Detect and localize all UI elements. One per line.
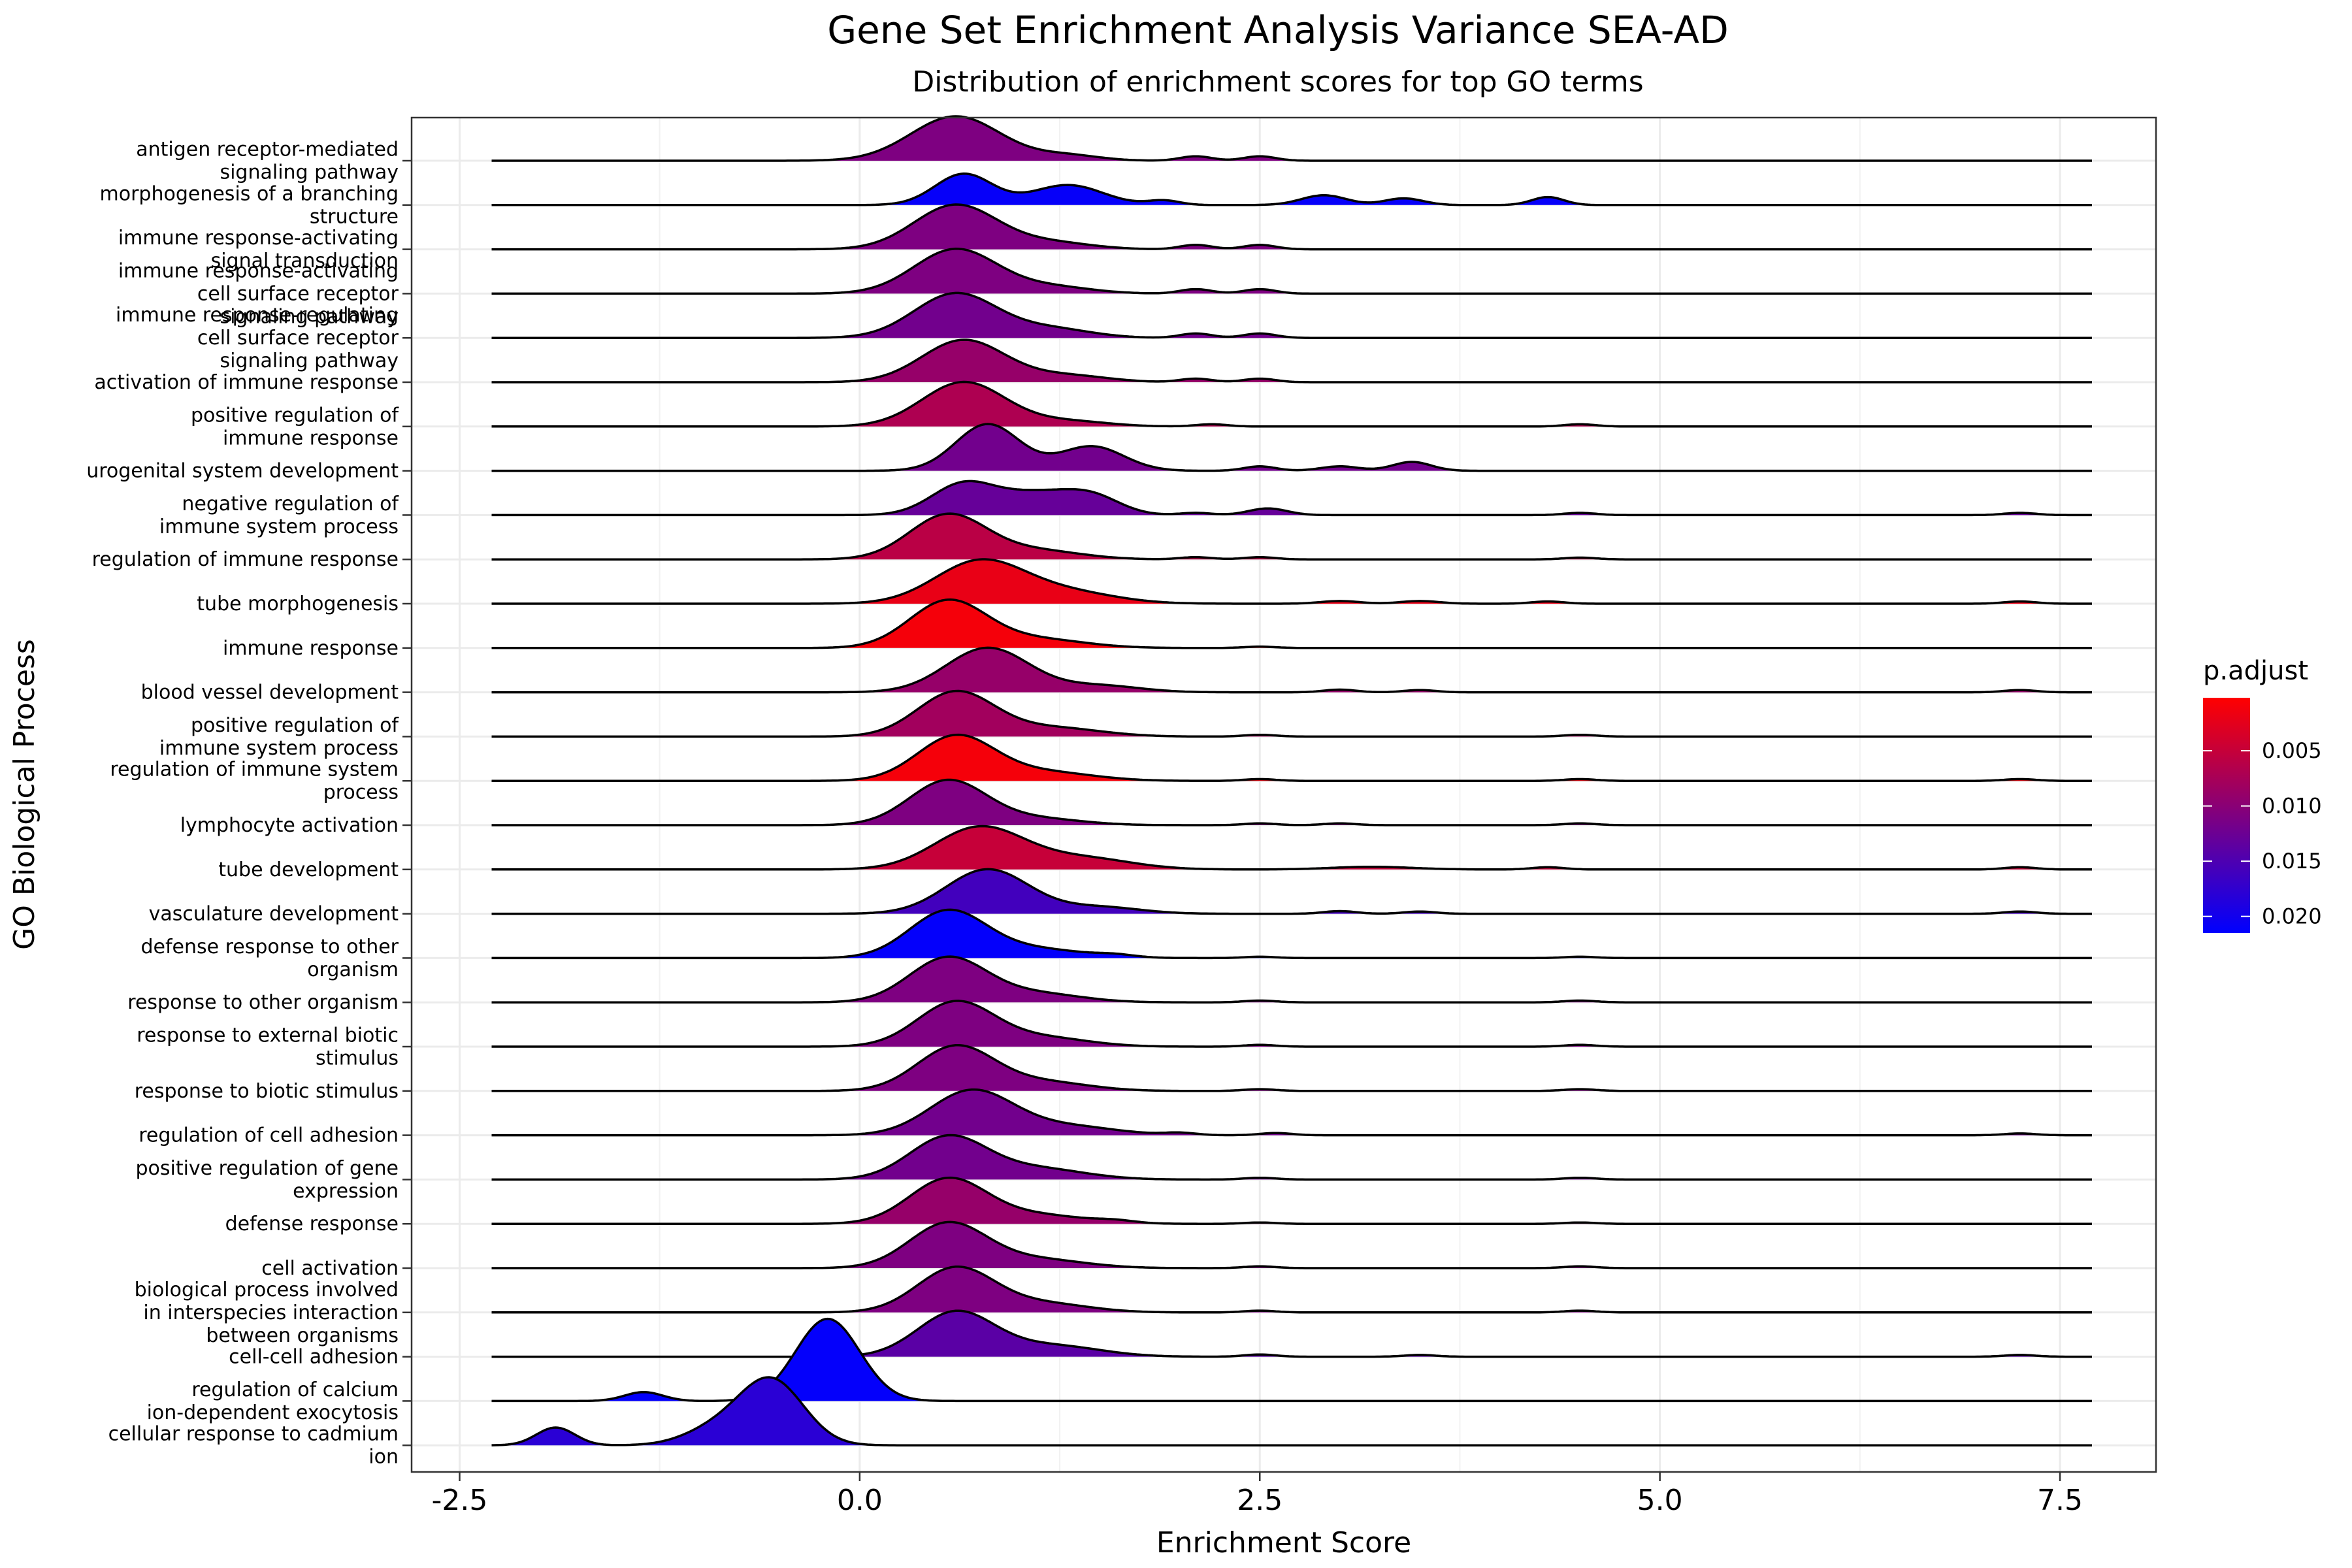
- y-tick-label: blood vessel development: [141, 681, 399, 704]
- y-tick-label: response to external biotic stimulus: [137, 1024, 399, 1070]
- chart-title: Gene Set Enrichment Analysis Variance SE…: [827, 8, 1729, 52]
- ridge-line: [491, 598, 2092, 649]
- ridge-fill: [491, 1318, 2092, 1401]
- y-tick-label: tube morphogenesis: [197, 593, 399, 615]
- ridge-line: [491, 1043, 2092, 1092]
- y-tick-label: positive regulation of gene expression: [135, 1157, 399, 1203]
- ridge-fill: [491, 1135, 2092, 1180]
- ridge-fill: [491, 293, 2092, 338]
- ridge-line: [491, 908, 2092, 960]
- ridges: [491, 115, 2092, 1446]
- x-axis: -2.5 0.0 2.5 5.0 7.5: [432, 1472, 2083, 1517]
- y-tick-label: lymphocyte activation: [180, 814, 399, 837]
- y-tick-label: regulation of immune system process: [110, 759, 399, 804]
- ridge-line: [491, 689, 2092, 738]
- ridge-fill: [491, 599, 2092, 648]
- y-axis: antigen receptor-mediated signaling pathw…: [86, 139, 412, 1469]
- x-tick-label: 2.5: [1237, 1484, 1282, 1517]
- ridge-line: [491, 203, 2092, 251]
- y-tick-label: defense response: [225, 1213, 399, 1235]
- y-tick-label: immune response-activating signal transdu…: [118, 227, 399, 272]
- legend-tick-label: 0.015: [2262, 849, 2322, 874]
- plot-border: [410, 116, 2157, 1473]
- y-tick-label: immune response-regulating cell surface r…: [116, 304, 399, 372]
- ridge-line: [491, 825, 2092, 871]
- ridge-line: [491, 1134, 2092, 1181]
- y-axis-title: GO Biological Process: [8, 639, 41, 950]
- ridge-line: [491, 380, 2092, 428]
- x-tick-label: 5.0: [1637, 1484, 1683, 1517]
- y-tick-label: positive regulation of immune system proc…: [159, 714, 400, 760]
- ridge-line: [491, 512, 2092, 561]
- y-tick-label: biological process involved in interspeci…: [135, 1279, 399, 1347]
- ridge-line: [491, 1376, 2092, 1446]
- ridge-fill: [491, 248, 2092, 294]
- ridge-fill: [491, 956, 2092, 1003]
- plot-panel: [410, 115, 2157, 1473]
- ridge-line: [491, 338, 2092, 384]
- y-tick-label: antigen receptor-mediated signaling pathw…: [136, 139, 399, 184]
- ridge-line: [491, 291, 2092, 339]
- plot-background: [412, 118, 2156, 1472]
- ridge-fill: [491, 514, 2092, 560]
- ridge-line: [491, 955, 2092, 1004]
- ridge-fill: [491, 116, 2092, 161]
- y-tick-label: activation of immune response: [94, 371, 399, 394]
- legend-tick-label: 0.010: [2262, 794, 2322, 819]
- y-tick-label: morphogenesis of a branching structure: [100, 182, 399, 228]
- y-tick-label: regulation of calcium ion-dependent exocy…: [147, 1379, 399, 1424]
- ridge-fill: [491, 779, 2092, 825]
- y-tick-label: response to other organism: [127, 991, 399, 1014]
- y-tick-label: defense response to other organism: [140, 936, 399, 981]
- ridge-fill: [491, 1177, 2092, 1224]
- y-tick-label: cell-cell adhesion: [229, 1346, 399, 1369]
- ridge-line: [491, 1176, 2092, 1225]
- legend: p.adjust 0.005 0.010 0.015 0.020: [2203, 656, 2322, 933]
- ridge-line: [491, 1220, 2092, 1269]
- ridge-line: [491, 423, 2092, 472]
- ridge-line: [491, 248, 2092, 295]
- x-tick-label: 7.5: [2037, 1484, 2083, 1517]
- ridge-line: [491, 1265, 2092, 1314]
- y-tick-label: tube development: [218, 858, 399, 881]
- y-tick-label: cell activation: [261, 1257, 399, 1280]
- chart-subtitle: Distribution of enrichment scores for to…: [912, 65, 1643, 99]
- x-axis-title: Enrichment Score: [1156, 1526, 1411, 1560]
- y-tick-label: vasculature development: [149, 903, 399, 926]
- ridge-line: [491, 1000, 2092, 1048]
- ridge-line: [491, 646, 2092, 694]
- legend-title: p.adjust: [2203, 656, 2308, 686]
- ridge-line: [491, 115, 2092, 162]
- y-tick-label: cellular response to cadmium ion: [108, 1423, 399, 1469]
- y-tick-label: response to biotic stimulus: [135, 1080, 399, 1103]
- legend-ticks: 0.005 0.010 0.015 0.020: [2203, 738, 2322, 929]
- ridge-line: [491, 558, 2092, 605]
- y-tick-label: regulation of cell adhesion: [139, 1124, 399, 1147]
- ridge-fill: [491, 1222, 2092, 1268]
- ridge-line: [491, 172, 2092, 206]
- x-tick-label: 0.0: [837, 1484, 883, 1517]
- ridge-fill: [491, 909, 2092, 958]
- ridge-line: [491, 480, 2092, 517]
- y-tick-label: immune response-activating cell surface r…: [118, 259, 399, 328]
- y-tick-label: negative regulation of immune system proc…: [159, 493, 400, 538]
- ridge-line: [491, 1309, 2092, 1358]
- legend-tick-label: 0.005: [2262, 738, 2322, 763]
- x-tick-label: -2.5: [432, 1484, 488, 1517]
- y-tick-label: regulation of immune response: [92, 548, 399, 571]
- ridge-line: [491, 733, 2092, 782]
- y-tick-label: immune response: [223, 637, 399, 660]
- ridge-line: [491, 778, 2092, 826]
- legend-colorbar: [2203, 698, 2250, 933]
- legend-tick-label: 0.020: [2262, 904, 2322, 929]
- ridge-line: [491, 1088, 2092, 1137]
- ridge-line: [491, 868, 2092, 915]
- y-tick-label: urogenital system development: [86, 460, 399, 483]
- y-tick-label: positive regulation of immune response: [191, 404, 399, 449]
- ridge-fill: [491, 204, 2092, 250]
